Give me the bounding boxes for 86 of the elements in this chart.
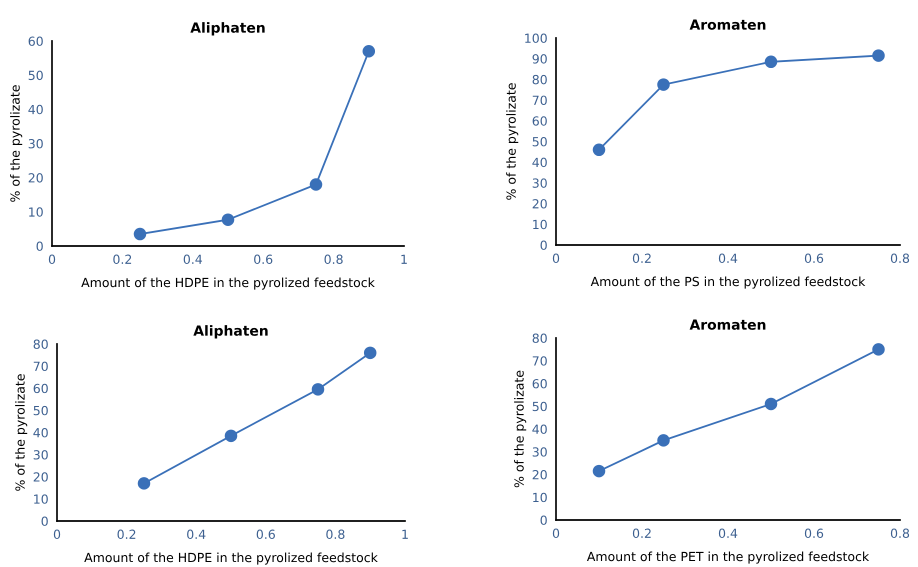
x-tick-label: 0.4 bbox=[187, 530, 206, 540]
chart-title: Aliphaten bbox=[193, 325, 268, 339]
chart-title: Aromaten bbox=[690, 320, 766, 330]
point bbox=[657, 78, 670, 91]
x-tick-label: 1 bbox=[401, 254, 407, 264]
point bbox=[138, 477, 150, 490]
y-tick-label: 30 bbox=[532, 447, 547, 457]
y-axis-title: % of the pyrolizate bbox=[15, 374, 28, 491]
point bbox=[592, 464, 606, 478]
x-axis-title: Amount of the PS in the pyrolized feedstock bbox=[590, 276, 866, 289]
x-tick-label: 0 bbox=[552, 528, 560, 538]
chart-title: Aliphaten bbox=[190, 22, 265, 36]
y-tick-label: 60 bbox=[532, 378, 547, 388]
x-tick-label: 0.2 bbox=[632, 254, 651, 264]
point bbox=[224, 430, 238, 442]
point bbox=[872, 343, 885, 356]
x-tick-label: 0.8 bbox=[324, 254, 343, 264]
point bbox=[222, 213, 234, 226]
x-tick-label: 0.4 bbox=[184, 254, 202, 264]
y-tick-label: 50 bbox=[532, 136, 547, 146]
y-axis-title: % of the pyrolizate bbox=[506, 83, 518, 200]
y-tick-label: 80 bbox=[532, 333, 547, 343]
point bbox=[872, 49, 885, 62]
y-tick-label: 10 bbox=[533, 220, 547, 230]
y-tick-label: 30 bbox=[28, 138, 43, 148]
x-tick-label: 0 bbox=[552, 254, 560, 264]
y-tick-label: 50 bbox=[28, 70, 43, 80]
y-tick-label: 60 bbox=[532, 116, 547, 126]
y-tick-label: 20 bbox=[532, 199, 547, 209]
y-tick-label: 10 bbox=[34, 494, 48, 504]
point bbox=[764, 56, 778, 68]
y-tick-label: 20 bbox=[532, 470, 547, 480]
point bbox=[134, 228, 146, 240]
y-tick-label: 30 bbox=[34, 450, 48, 460]
y-tick-label: 50 bbox=[34, 406, 48, 416]
y-tick-label: 20 bbox=[34, 472, 48, 482]
y-tick-label: 10 bbox=[29, 207, 43, 217]
y-tick-label: 80 bbox=[34, 339, 48, 349]
y-tick-label: 10 bbox=[533, 492, 547, 502]
y-tick-label: 70 bbox=[532, 96, 547, 106]
y-axis-title: % of the pyrolizate bbox=[514, 370, 526, 488]
x-tick-label: 0.2 bbox=[113, 254, 132, 264]
y-tick-label: 40 bbox=[532, 424, 547, 434]
y-tick-label: 80 bbox=[532, 74, 547, 84]
point bbox=[362, 45, 376, 58]
y-tick-label: 70 bbox=[34, 362, 48, 372]
point bbox=[310, 178, 322, 191]
point bbox=[657, 434, 670, 447]
x-tick-label: 0.6 bbox=[256, 530, 275, 540]
y-tick-label: 50 bbox=[532, 402, 547, 412]
x-tick-label: 0 bbox=[48, 254, 56, 264]
y-tick-label: 90 bbox=[532, 54, 547, 64]
x-tick-label: 0 bbox=[54, 530, 60, 540]
point bbox=[312, 383, 324, 396]
y-tick-label: 60 bbox=[28, 36, 43, 46]
y-tick-label: 0 bbox=[42, 516, 48, 526]
y-tick-label: 40 bbox=[33, 428, 48, 438]
point bbox=[764, 398, 778, 410]
x-tick-label: 0.4 bbox=[718, 254, 738, 264]
x-tick-label: 0.6 bbox=[804, 254, 824, 264]
y-tick-label: 40 bbox=[532, 158, 547, 168]
y-tick-label: 40 bbox=[28, 104, 43, 114]
chart-title: Aromaten bbox=[690, 20, 766, 30]
x-tick-label: 0.2 bbox=[632, 528, 651, 538]
x-tick-label: 1 bbox=[402, 530, 408, 539]
y-tick-label: 0 bbox=[36, 241, 43, 251]
x-axis-title: Amount of the PET in the pyrolized feedstock bbox=[586, 552, 870, 564]
y-tick-label: 60 bbox=[34, 384, 48, 394]
y-tick-label: 30 bbox=[532, 178, 547, 188]
x-tick-label: 0.6 bbox=[254, 254, 272, 264]
x-tick-label: 0.2 bbox=[117, 530, 136, 540]
x-axis-title: Amount of the HDPE in the pyrolized feedstock bbox=[81, 278, 375, 290]
y-axis-title: % of the pyrolizate bbox=[10, 85, 22, 202]
y-tick-label: 100 bbox=[525, 33, 547, 43]
y-tick-label: 70 bbox=[532, 356, 547, 366]
y-tick-label: 20 bbox=[28, 173, 43, 183]
x-tick-label: 0.8 bbox=[890, 254, 910, 264]
point bbox=[592, 144, 606, 156]
x-axis-title: Amount of the HDPE in the pyrolized feedstock bbox=[84, 552, 378, 565]
y-tick-label: 0 bbox=[540, 515, 547, 525]
y-tick-label: 0 bbox=[540, 240, 547, 250]
x-tick-label: 0.8 bbox=[890, 528, 910, 538]
x-tick-label: 0.6 bbox=[804, 528, 824, 538]
point bbox=[364, 346, 376, 360]
x-tick-label: 0.4 bbox=[718, 528, 738, 538]
x-tick-label: 0.8 bbox=[326, 530, 344, 540]
